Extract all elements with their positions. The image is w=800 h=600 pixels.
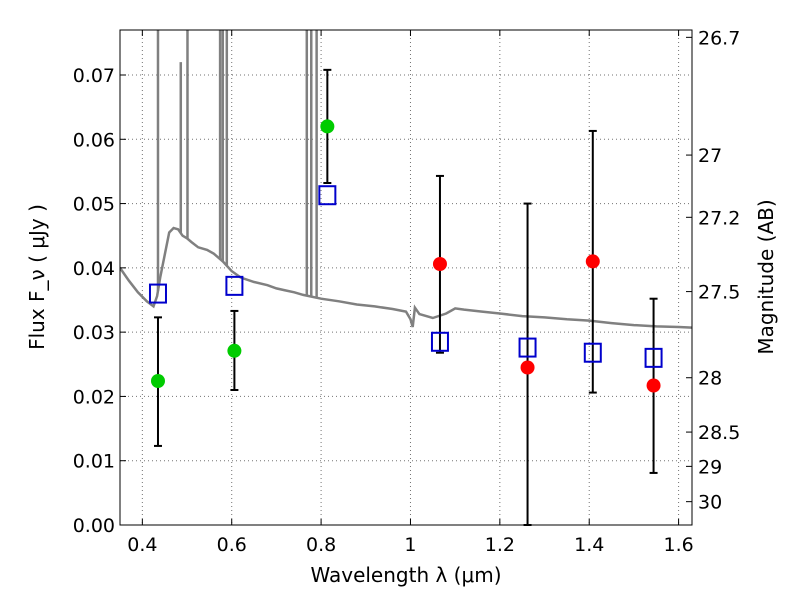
flux-point bbox=[585, 254, 600, 269]
model-flux-square bbox=[148, 283, 167, 304]
mag-tick-label: 26.7 bbox=[698, 27, 740, 49]
y-axis-label: Flux F_ν ( μJy ) bbox=[25, 204, 49, 350]
x-axis-label: Wavelength λ (μm) bbox=[310, 563, 501, 587]
x-tick-label: 1.2 bbox=[485, 534, 515, 556]
y-tick-label: 0.00 bbox=[73, 515, 115, 537]
y-tick-label: 0.03 bbox=[73, 322, 115, 344]
model-flux-square bbox=[583, 342, 602, 363]
x-tick-label: 0.8 bbox=[306, 534, 336, 556]
model-flux-square bbox=[644, 347, 663, 368]
x-tick-label: 0.6 bbox=[217, 534, 247, 556]
flux-point bbox=[227, 343, 242, 358]
mag-tick-label: 30 bbox=[698, 492, 722, 514]
flux-point bbox=[150, 374, 165, 388]
y-tick-label: 0.01 bbox=[73, 451, 115, 473]
right-axis-label: Magnitude (AB) bbox=[754, 199, 778, 354]
x-tick-label: 1.4 bbox=[574, 534, 604, 556]
plot-area bbox=[120, 30, 692, 526]
model-flux-square bbox=[225, 275, 244, 296]
flux-point bbox=[432, 257, 447, 271]
mag-tick-label: 28.5 bbox=[698, 422, 740, 444]
grid bbox=[120, 30, 692, 525]
mag-tick-label: 27.2 bbox=[698, 207, 740, 229]
mag-tick-label: 27 bbox=[698, 145, 722, 167]
y-tick-label: 0.07 bbox=[73, 65, 115, 87]
y-tick-label: 0.05 bbox=[73, 194, 115, 216]
model-flux-square bbox=[518, 337, 537, 358]
model-flux-square bbox=[318, 185, 337, 206]
mag-tick-label: 28 bbox=[698, 368, 722, 390]
model-flux-square bbox=[430, 331, 449, 352]
y-tick-label: 0.06 bbox=[73, 129, 115, 151]
model-spectrum-line bbox=[120, 226, 692, 329]
flux-point bbox=[646, 378, 661, 393]
flux-point bbox=[520, 360, 535, 375]
x-tick-label: 1 bbox=[404, 534, 416, 556]
x-tick-label: 1.6 bbox=[663, 534, 693, 556]
mag-tick-label: 29 bbox=[698, 456, 722, 478]
plot-frame bbox=[119, 29, 693, 526]
mag-tick-label: 27.5 bbox=[698, 282, 740, 304]
x-tick-label: 0.4 bbox=[127, 534, 157, 556]
axis-ticks: 0.4 0.6 0.8 1 1.2 1.4 1.6 0.00 0.01 0.02 0.03 0.04 0… bbox=[73, 27, 741, 556]
y-tick-label: 0.04 bbox=[73, 258, 115, 280]
y-tick-label: 0.02 bbox=[73, 386, 115, 408]
flux-point bbox=[320, 119, 335, 134]
